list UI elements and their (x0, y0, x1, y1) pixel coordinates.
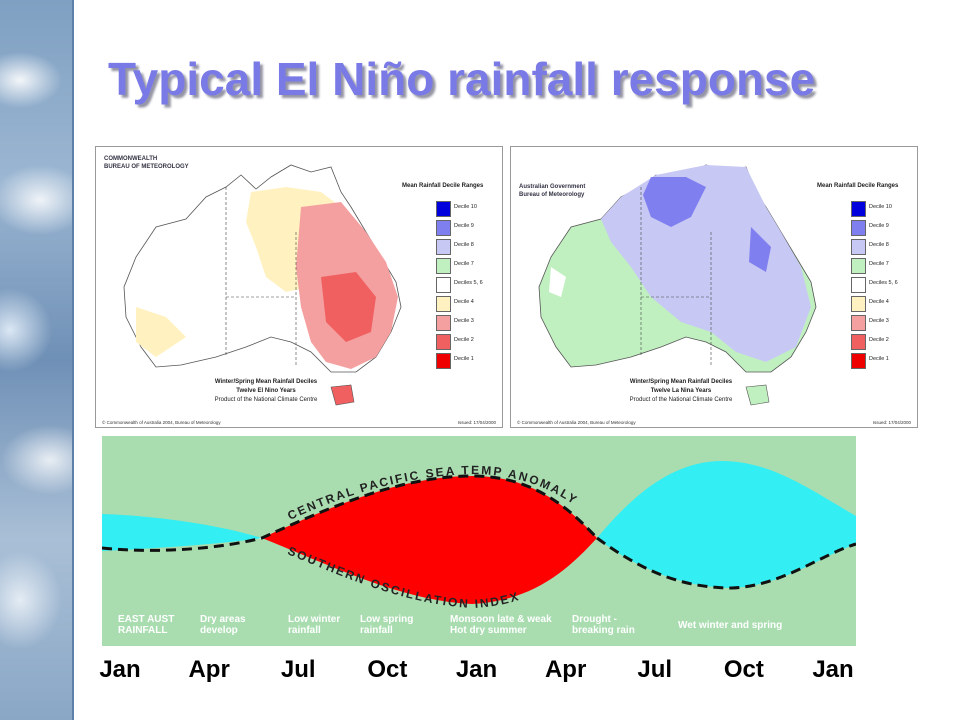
month-label: Oct (723, 656, 764, 683)
issued-text: Issued: 17/04/2000 (872, 420, 911, 425)
event-low-spring-rainfall: Low spring rainfall (360, 614, 414, 636)
la-nina-map-graphic (538, 164, 817, 406)
legend-swatch (436, 334, 451, 350)
el-nino-red-lobe (262, 476, 597, 604)
legend-label: Decile 3 (454, 318, 474, 324)
legend-swatch (436, 315, 451, 331)
month-label: Apr (544, 656, 587, 683)
org-line-1: COMMONWEALTH (104, 156, 158, 162)
late-cyan-upper-lobe (597, 461, 856, 538)
map-caption-line-2: Twelve La Nina Years (650, 388, 712, 394)
month-label: Jan (455, 656, 498, 683)
legend-swatch (851, 334, 866, 350)
map-footer: © Commonwealth of Australia 2004, Bureau… (102, 420, 496, 425)
map-footer: © Commonwealth of Australia 2004, Bureau… (517, 420, 911, 425)
event-low-winter-rainfall: Low winter rainfall (288, 614, 341, 636)
month-label: Apr (188, 656, 230, 683)
legend-swatch (851, 201, 866, 217)
legend-label: Decile 2 (869, 337, 889, 343)
legend-swatch (851, 315, 866, 331)
month-label: Jan (99, 656, 141, 683)
legend-label: Decile 4 (454, 299, 474, 305)
early-cyan-lobe (102, 514, 262, 551)
legend-label: Decile 9 (869, 223, 889, 229)
month-label: Jul (280, 656, 316, 683)
legend-swatch (851, 220, 866, 236)
legend-label: Decile 10 (454, 204, 477, 210)
soi-sst-anomaly-diagram: CENTRAL PACIFIC SEA TEMP ANOMALY SOUTHER… (102, 436, 856, 646)
map-caption-line-3: Product of the National Climate Centre (214, 397, 318, 403)
event-east-aust-rainfall: EAST AUST RAINFALL (118, 614, 175, 636)
el-nino-map-graphic (123, 164, 402, 406)
australia-outline-la-nina (538, 164, 817, 406)
event-monsoon-late-weak: Monsoon late & weak Hot dry summer (450, 614, 552, 636)
late-cyan-lower-lobe (597, 538, 856, 588)
la-nina-rainfall-map: Australian Government Bureau of Meteorol… (510, 146, 918, 428)
legend-label: Decile 8 (869, 242, 889, 248)
legend-label: Decile 1 (869, 356, 889, 362)
legend-label: Decile 7 (454, 261, 474, 267)
map-caption-line-1: Winter/Spring Mean Rainfall Deciles (214, 379, 318, 385)
map-caption-line-1: Winter/Spring Mean Rainfall Deciles (629, 379, 733, 385)
legend-label: Deciles 5, 6 (454, 280, 483, 286)
legend-swatch (851, 353, 866, 369)
legend-title: Mean Rainfall Decile Ranges (817, 183, 899, 189)
legend-swatch (436, 277, 451, 293)
legend-label: Decile 1 (454, 356, 474, 362)
legend-swatch (851, 296, 866, 312)
org-line-2: Bureau of Meteorology (519, 192, 585, 198)
legend-label: Decile 8 (454, 242, 474, 248)
month-label: Jan (812, 656, 854, 683)
map-caption-line-2: Twelve El Nino Years (236, 388, 296, 394)
legend-swatch (436, 239, 451, 255)
map-caption-line-3: Product of the National Climate Centre (629, 397, 733, 403)
legend-title: Mean Rainfall Decile Ranges (402, 183, 484, 189)
event-wet-winter-spring: Wet winter and spring (678, 620, 783, 631)
copyright-text: © Commonwealth of Australia 2004, Bureau… (102, 420, 221, 425)
legend-label: Decile 9 (454, 223, 474, 229)
cloud-sky-background (0, 0, 72, 720)
month-label: Jul (637, 656, 673, 683)
el-nino-rainfall-map: COMMONWEALTH BUREAU OF METEOROLOGY Mean … (95, 146, 503, 428)
legend-swatch (851, 239, 866, 255)
legend-label: Decile 4 (869, 299, 889, 305)
anomaly-curves: CENTRAL PACIFIC SEA TEMP ANOMALY SOUTHER… (102, 461, 856, 611)
legend-swatch (436, 201, 451, 217)
legend-label: Decile 3 (869, 318, 889, 324)
bom-logo: COMMONWEALTH BUREAU OF METEOROLOGY (104, 155, 189, 171)
legend-label: Deciles 5, 6 (869, 280, 898, 286)
legend-swatch (851, 277, 866, 293)
sst-dashed-curve (102, 474, 599, 552)
legend-swatch (436, 296, 451, 312)
legend-swatch (436, 220, 451, 236)
legend-swatch (851, 258, 866, 274)
org-line-1: Australian Government (519, 184, 586, 190)
slide-title: Typical El Niño rainfall response (108, 53, 816, 105)
legend-swatch (436, 353, 451, 369)
event-dry-areas-develop: Dry areas develop (200, 614, 246, 636)
australia-outline-el-nino (123, 164, 402, 406)
sidebar-divider (72, 0, 74, 720)
legend-label: Decile 2 (454, 337, 474, 343)
copyright-text: © Commonwealth of Australia 2004, Bureau… (517, 420, 636, 425)
org-line-2: BUREAU OF METEOROLOGY (104, 164, 189, 170)
soi-dashed-curve (596, 536, 856, 590)
legend-swatch (436, 258, 451, 274)
australian-government-logo: Australian Government Bureau of Meteorol… (519, 183, 585, 199)
month-label: Oct (367, 656, 408, 683)
issued-text: Issued: 17/04/2000 (457, 420, 496, 425)
month-axis: Jan Apr Jul Oct Jan Apr Jul Oct Jan (0, 656, 960, 686)
event-drought-breaking-rain: Drought - breaking rain (572, 614, 635, 636)
legend-label: Decile 7 (869, 261, 889, 267)
legend-label: Decile 10 (869, 204, 892, 210)
